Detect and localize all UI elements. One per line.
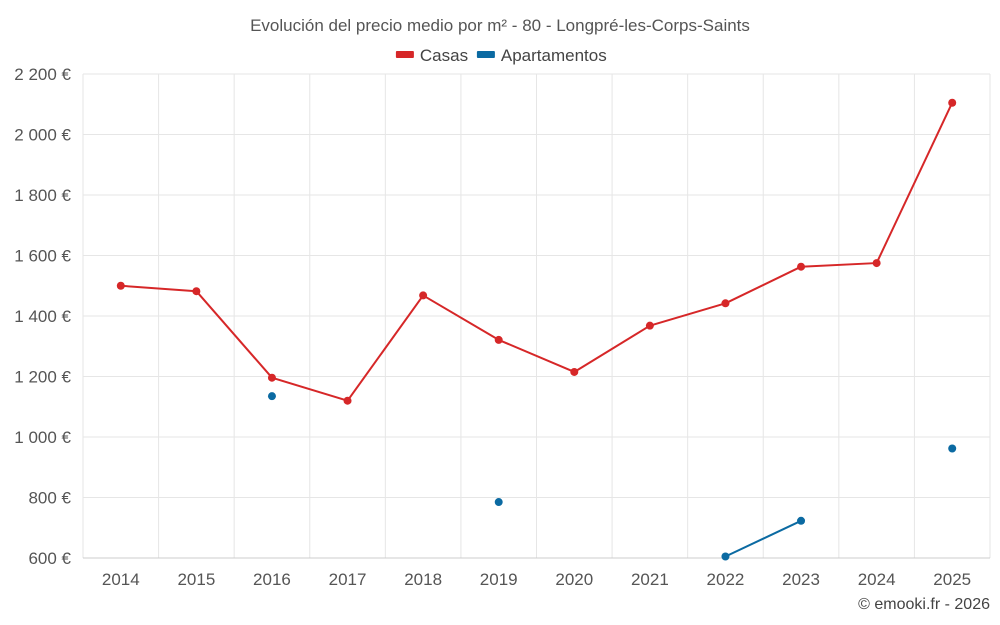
data-point[interactable] [645,321,654,330]
x-tick-label: 2014 [102,570,140,589]
chart-title: Evolución del precio medio por m² - 80 -… [250,16,750,35]
series-line-segment [875,102,954,264]
legend: Casas Apartamentos [395,46,607,65]
series-line-segment [800,262,877,268]
legend-swatch [476,51,495,58]
data-point[interactable] [267,373,276,382]
series-line-segment [422,294,500,341]
data-point[interactable] [267,392,276,401]
series-apartamentos [267,392,957,561]
y-tick-label: 2 000 € [14,126,71,145]
series-line-segment [725,265,802,305]
x-tick-label: 2017 [329,570,367,589]
x-tick-label: 2016 [253,570,291,589]
y-tick-label: 600 € [28,549,71,568]
data-point[interactable] [948,98,957,107]
x-axis: 2014 2015 2016 2017 2018 2019 2020 2021 2022 2023… [102,570,971,589]
series-line-segment [195,290,273,379]
data-point[interactable] [948,444,957,453]
x-tick-label: 2025 [933,570,971,589]
series-line-segment [649,302,726,327]
data-point[interactable] [419,291,428,300]
data-point[interactable] [721,299,730,308]
series-line-segment [725,519,802,558]
y-tick-label: 2 200 € [14,65,71,84]
data-point[interactable] [343,396,352,405]
x-tick-label: 2021 [631,570,669,589]
data-point[interactable] [570,367,579,376]
y-tick-label: 1 200 € [14,368,71,387]
legend-item-casas[interactable]: Casas [395,46,468,65]
x-tick-label: 2018 [404,570,442,589]
y-axis: 600 € 800 € 1 000 € 1 200 € 1 400 € 1 600 € 1 … [14,65,71,568]
series-line-segment [498,338,575,373]
series-line-segment [271,376,348,402]
x-tick-label: 2024 [858,570,896,589]
series-layer [116,98,957,561]
series-line-segment [573,324,651,373]
y-tick-label: 1 400 € [14,307,71,326]
x-tick-label: 2023 [782,570,820,589]
data-point[interactable] [797,516,806,525]
data-point[interactable] [494,335,503,344]
series-casas [116,98,957,405]
x-tick-label: 2019 [480,570,518,589]
credit-text: © emooki.fr - 2026 [858,596,990,613]
legend-item-apartamentos[interactable]: Apartamentos [476,46,607,65]
y-tick-label: 800 € [28,489,71,508]
data-point[interactable] [721,552,730,561]
x-tick-label: 2020 [555,570,593,589]
y-tick-label: 1 800 € [14,186,71,205]
data-point[interactable] [116,281,125,290]
data-point[interactable] [872,259,881,268]
y-tick-label: 1 000 € [14,428,71,447]
series-line-segment [120,284,197,293]
legend-swatch [395,51,414,58]
legend-label: Casas [420,46,468,65]
legend-label: Apartamentos [501,46,607,65]
data-point[interactable] [192,287,201,296]
grid [82,73,991,559]
series-line-segment [346,294,424,402]
x-tick-label: 2022 [707,570,745,589]
data-point[interactable] [797,262,806,271]
data-point[interactable] [494,498,503,507]
y-tick-label: 1 600 € [14,247,71,266]
x-tick-label: 2015 [177,570,215,589]
